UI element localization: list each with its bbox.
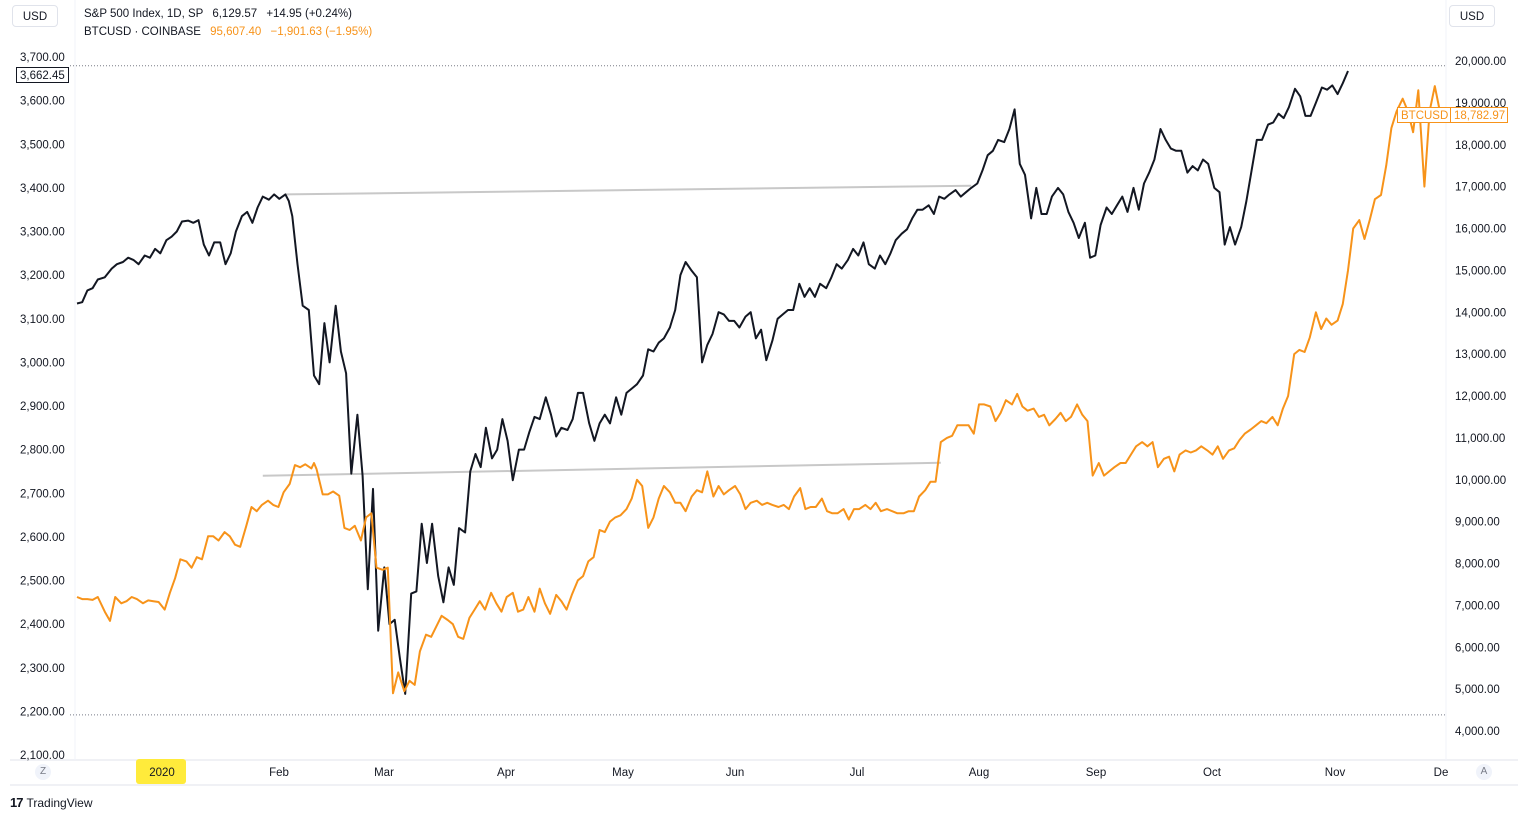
legend-btc: BTCUSD · COINBASE 95,607.40 −1,901.63 (−… — [84, 26, 372, 38]
tradingview-logo-icon: 17 — [10, 795, 24, 810]
zoom-button[interactable]: Z — [35, 764, 51, 780]
left-currency-button[interactable]: USD — [12, 5, 58, 27]
left-tick-label: 2,300.00 — [20, 663, 65, 675]
time-tick-label: Feb — [269, 767, 289, 779]
left-tick-label: 2,700.00 — [20, 488, 65, 500]
right-tick-label: 13,000.00 — [1455, 349, 1506, 361]
year-highlight — [136, 759, 186, 784]
time-tick-label: May — [612, 767, 634, 779]
legend-spx: S&P 500 Index, 1D, SP 6,129.57 +14.95 (+… — [84, 8, 352, 20]
right-tick-label: 17,000.00 — [1455, 182, 1506, 194]
right-tick-label: 4,000.00 — [1455, 726, 1500, 738]
right-tick-label: 16,000.00 — [1455, 224, 1506, 236]
right-tick-label: 19,000.00 — [1455, 98, 1506, 110]
trend-line[interactable] — [285, 184, 972, 196]
right-tick-label: 8,000.00 — [1455, 559, 1500, 571]
right-tick-label: 11,000.00 — [1455, 433, 1505, 445]
auto-scale-button[interactable]: A — [1476, 764, 1492, 780]
left-tick-label: 2,800.00 — [20, 445, 65, 457]
left-tick-label: 2,600.00 — [20, 532, 65, 544]
time-tick-label: Sep — [1086, 767, 1106, 779]
left-tick-label: 3,600.00 — [20, 96, 65, 108]
branding-label: TradingView — [26, 795, 93, 810]
right-currency-button[interactable]: USD — [1449, 5, 1495, 27]
legend-spx-name: S&P 500 Index, 1D, SP — [84, 8, 204, 20]
spx-line — [76, 70, 1349, 695]
left-price-axis[interactable]: 3,700.00 3,600.00 3,500.00 3,400.00 3,300.00… — [20, 52, 65, 762]
btc-last-price-label: 18,782.97 — [1450, 107, 1508, 123]
legend-btc-change: −1,901.63 (−1.95%) — [271, 26, 373, 38]
time-tick-label: De — [1434, 767, 1449, 779]
left-tick-label: 2,100.00 — [20, 750, 65, 762]
time-tick-label: Apr — [497, 767, 515, 779]
legend-spx-change: +14.95 (+0.24%) — [266, 8, 352, 20]
left-tick-label: 3,500.00 — [20, 139, 65, 151]
left-tick-label: 2,200.00 — [20, 706, 65, 718]
left-tick-label: 3,700.00 — [20, 52, 65, 64]
spx-last-price-label: 3,662.45 — [16, 67, 69, 83]
series-lines — [76, 70, 1441, 695]
right-price-axis[interactable]: 20,000.00 19,000.00 18,000.00 17,000.00 16,0… — [1455, 56, 1506, 738]
left-tick-label: 3,000.00 — [20, 357, 65, 369]
time-tick-label: Oct — [1203, 767, 1222, 779]
trend-line[interactable] — [262, 461, 941, 477]
right-tick-label: 12,000.00 — [1455, 391, 1506, 403]
right-tick-label: 18,000.00 — [1455, 140, 1506, 152]
left-tick-label: 2,500.00 — [20, 576, 65, 588]
reference-lines — [70, 65, 1446, 716]
branding[interactable]: 17 TradingView — [10, 795, 93, 810]
legend-spx-price: 6,129.57 — [212, 8, 257, 20]
time-tick-label: 2020 — [149, 767, 175, 779]
right-tick-label: 7,000.00 — [1455, 600, 1500, 612]
legend-btc-price: 95,607.40 — [210, 26, 261, 38]
time-tick-label: Jul — [850, 767, 865, 779]
left-tick-label: 2,900.00 — [20, 401, 65, 413]
left-tick-label: 3,200.00 — [20, 270, 65, 282]
left-tick-label: 3,100.00 — [20, 314, 65, 326]
left-tick-label: 3,400.00 — [20, 183, 65, 195]
time-tick-label: Mar — [374, 767, 394, 779]
right-tick-label: 5,000.00 — [1455, 684, 1500, 696]
btc-line — [76, 85, 1441, 695]
right-tick-label: 15,000.00 — [1455, 265, 1506, 277]
right-tick-label: 14,000.00 — [1455, 307, 1506, 319]
trend-lines[interactable] — [262, 184, 972, 477]
right-tick-label: 9,000.00 — [1455, 517, 1500, 529]
right-tick-label: 10,000.00 — [1455, 475, 1506, 487]
right-tick-label: 6,000.00 — [1455, 642, 1500, 654]
left-tick-label: 3,300.00 — [20, 227, 65, 239]
time-tick-label: Aug — [969, 767, 989, 779]
legend-btc-name: BTCUSD · COINBASE — [84, 26, 201, 38]
left-tick-label: 2,400.00 — [20, 619, 65, 631]
time-tick-label: Jun — [726, 767, 745, 779]
btc-name-badge: BTCUSD — [1397, 107, 1453, 123]
time-axis[interactable]: 2020 Feb Mar Apr May Jun Jul Aug Sep Oct Nov De — [136, 759, 1448, 784]
right-tick-label: 20,000.00 — [1455, 56, 1506, 68]
time-tick-label: Nov — [1325, 767, 1346, 779]
